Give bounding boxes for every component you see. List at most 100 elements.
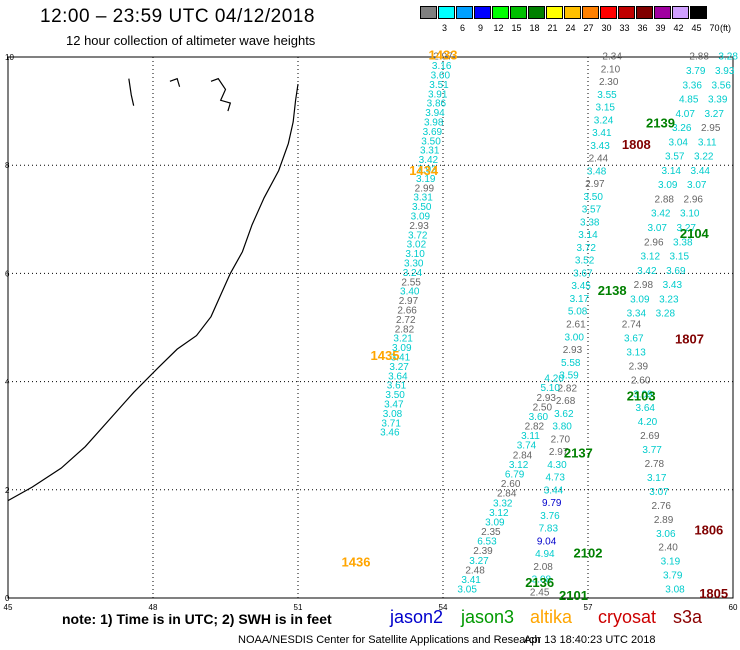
- swh-value-label: 3.09: [485, 517, 505, 528]
- color-scale-label: 3: [441, 23, 447, 33]
- swh-value-label: 3.22: [694, 152, 714, 163]
- swh-value-label: 3.50: [421, 136, 441, 147]
- swh-value-label: 3.48: [587, 166, 607, 177]
- swh-value-label: 7.83: [539, 524, 559, 535]
- swh-value-label: 4.73: [545, 473, 565, 484]
- swh-value-label: 3.38: [580, 217, 600, 228]
- swh-value-label: 3.09: [392, 343, 412, 354]
- swh-value-label: 2.39: [629, 361, 649, 372]
- swh-value-label: 3.91: [428, 89, 448, 100]
- color-scale-label: 33: [619, 23, 630, 33]
- color-scale-label: 21: [547, 23, 558, 33]
- swh-value-label: 3.16: [432, 61, 452, 72]
- swh-value-label: 3.26: [672, 123, 692, 134]
- swh-value-label: 2.60: [501, 479, 521, 490]
- pass-number-label: 1436: [342, 555, 371, 570]
- swh-value-label: 3.94: [425, 108, 445, 119]
- swh-value-label: 3.09: [658, 180, 678, 191]
- color-scale-label: 70: [709, 23, 720, 33]
- swh-value-label: 3.74: [517, 441, 537, 452]
- legend-cryosat: cryosat: [598, 607, 657, 627]
- swh-value-label: 3.45: [571, 281, 591, 292]
- swh-value-label: 2.44: [589, 154, 609, 165]
- coastline: [7, 83, 299, 502]
- swh-value-label: 3.19: [416, 174, 436, 185]
- swh-value-label: 2.55: [401, 277, 421, 288]
- swh-value-label: 3.44: [691, 166, 711, 177]
- swh-value-label: 3.05: [457, 585, 477, 596]
- swh-value-label: 2.48: [465, 565, 485, 576]
- swh-value-label: 3.09: [411, 212, 431, 223]
- swh-value-label: 3.72: [408, 230, 428, 241]
- color-scale-swatch: [510, 6, 527, 19]
- swh-value-label: 6.53: [477, 537, 497, 548]
- swh-value-label: 3.32: [493, 498, 513, 509]
- swh-value-label: 3.50: [583, 192, 603, 203]
- swh-value-label: 2.66: [397, 306, 417, 317]
- swh-value-label: 3.46: [380, 428, 400, 439]
- swh-value-label: 2.30: [599, 77, 619, 88]
- pass-number-label: 2102: [574, 545, 603, 560]
- pass-number-label: 1435: [371, 348, 400, 363]
- swh-value-label: 3.11: [521, 431, 540, 442]
- color-scale-label: 9: [477, 23, 483, 33]
- swh-value-label: 3.17: [647, 473, 667, 484]
- swh-value-label: 3.52: [575, 256, 595, 267]
- legend-jason2: jason2: [390, 607, 444, 627]
- y-tick-label: 6: [5, 269, 10, 278]
- color-scale-swatch: [420, 6, 437, 19]
- swh-value-label: 2.69: [640, 431, 660, 442]
- pass-number-label: 2139: [646, 115, 675, 130]
- plot-frame: [7, 56, 734, 599]
- swh-value-label: 3.34: [627, 309, 647, 320]
- pass-number-label: 1807: [675, 332, 704, 347]
- swh-value-label: 3.67: [573, 268, 593, 279]
- swh-value-label: 3.41: [391, 353, 411, 364]
- swh-value-label: 2.96: [684, 194, 704, 205]
- swh-value-label: 4.20: [544, 374, 564, 385]
- swh-value-label: 2.93: [409, 221, 429, 232]
- y-tick-label: 0: [5, 594, 10, 603]
- swh-value-label: 2.97: [433, 52, 453, 63]
- color-scale-label: 15: [511, 23, 522, 33]
- color-scale-label: 12: [493, 23, 504, 33]
- swh-value-label: 3.31: [413, 193, 433, 204]
- swh-value-label: 2.82: [558, 383, 578, 394]
- swh-value-label: 3.23: [659, 294, 679, 305]
- swh-value-label: 2.40: [658, 543, 678, 554]
- swh-value-label: 2.45: [530, 587, 550, 598]
- swh-value-label: 3.43: [590, 141, 610, 152]
- swh-value-label: 2.97: [585, 179, 605, 190]
- swh-value-label: 3.76: [540, 511, 560, 522]
- swh-value-label: 3.57: [582, 205, 602, 216]
- swh-value-label: 2.82: [395, 324, 415, 335]
- pass-number-label: 2101: [559, 588, 588, 603]
- swh-value-label: 3.86: [427, 99, 447, 110]
- swh-value-label: 2.39: [473, 546, 493, 557]
- swh-value-label: 3.67: [624, 333, 644, 344]
- credit-text: NOAA/NESDIS Center for Satellite Applica…: [238, 634, 541, 646]
- color-scale-swatch: [546, 6, 563, 19]
- color-scale-label: 6: [459, 23, 465, 33]
- island-outline: [169, 77, 181, 87]
- color-scale-label: 45: [691, 23, 702, 33]
- color-scale-label: 24: [565, 23, 576, 33]
- swh-value-label: 3.80: [552, 422, 572, 433]
- swh-value-label: 2.93: [537, 393, 557, 404]
- swh-value-label: 3.71: [381, 418, 401, 429]
- swh-value-label: 3.14: [662, 166, 682, 177]
- swh-value-label: 2.60: [631, 375, 651, 386]
- swh-value-label: 3.14: [578, 230, 598, 241]
- swh-value-label: 9.79: [542, 498, 562, 509]
- color-scale-label: 42: [673, 23, 684, 33]
- page-subtitle: 12 hour collection of altimeter wave hei…: [66, 33, 316, 48]
- swh-value-label: 4.07: [675, 109, 695, 120]
- swh-value-label: 2.97: [399, 296, 419, 307]
- swh-value-label: 3.42: [637, 266, 657, 277]
- swh-value-label: 3.36: [682, 80, 702, 91]
- swh-value-label: 3.69: [666, 266, 686, 277]
- swh-value-label: 2.95: [701, 123, 721, 134]
- color-scale-swatch: [528, 6, 545, 19]
- color-scale-label: 36: [637, 23, 648, 33]
